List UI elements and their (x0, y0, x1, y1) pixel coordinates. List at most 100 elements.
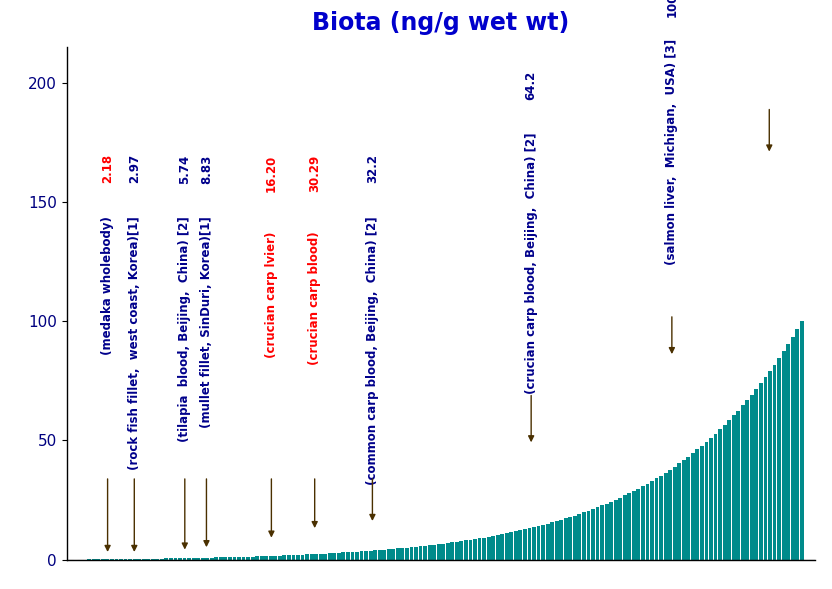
Bar (750, 395, 754, 560)
Bar (483, 538, 486, 560)
Bar (178, 558, 182, 560)
Bar (441, 544, 445, 560)
Bar (636, 489, 641, 560)
Bar (146, 559, 150, 560)
Bar (768, 371, 772, 560)
Bar (727, 420, 731, 560)
Bar (201, 558, 205, 560)
Bar (183, 558, 186, 560)
Bar (496, 535, 499, 560)
Bar (156, 558, 159, 560)
Text: (medaka wholebody): (medaka wholebody) (102, 216, 114, 359)
Bar (759, 383, 763, 560)
Bar (237, 557, 241, 560)
Bar (605, 504, 608, 560)
Text: 2.18: 2.18 (102, 154, 114, 184)
Bar (473, 539, 477, 560)
Bar (391, 549, 395, 560)
Bar (246, 557, 250, 560)
Bar (446, 543, 449, 560)
Bar (151, 559, 155, 560)
Bar (505, 533, 508, 560)
Bar (433, 545, 436, 560)
Text: 16.20: 16.20 (265, 154, 278, 191)
Bar (269, 556, 273, 560)
Bar (305, 554, 309, 560)
Bar (387, 549, 391, 560)
Bar (274, 556, 277, 560)
Bar (215, 558, 218, 560)
Bar (364, 551, 368, 560)
Bar (790, 337, 795, 560)
Text: 5.74: 5.74 (178, 154, 191, 184)
Bar (600, 505, 604, 560)
Bar (718, 429, 722, 560)
Bar (328, 553, 332, 560)
Bar (681, 460, 686, 560)
Bar (646, 484, 649, 560)
Bar (396, 548, 400, 560)
Bar (555, 521, 558, 560)
Bar (514, 531, 518, 560)
Bar (224, 557, 227, 560)
Bar (287, 555, 291, 560)
Bar (260, 556, 264, 560)
Bar (523, 530, 527, 560)
Bar (437, 544, 441, 560)
Bar (455, 542, 458, 560)
Bar (314, 554, 318, 560)
Bar (232, 557, 236, 560)
Text: 32.2: 32.2 (366, 154, 379, 183)
Bar (668, 469, 672, 560)
Bar (627, 493, 631, 560)
Text: (crucian carp lvier): (crucian carp lvier) (265, 232, 278, 362)
Bar (459, 541, 463, 560)
Bar (478, 538, 482, 560)
Bar (278, 555, 282, 560)
Bar (677, 464, 681, 560)
Bar (333, 553, 336, 560)
Bar (241, 557, 245, 560)
Bar (587, 511, 591, 560)
Bar (487, 537, 491, 560)
Bar (541, 525, 545, 560)
Bar (582, 512, 586, 560)
Bar (732, 415, 735, 560)
Bar (319, 554, 323, 560)
Bar (283, 555, 286, 560)
Bar (337, 552, 341, 560)
Bar (559, 520, 563, 560)
Bar (291, 555, 295, 560)
Bar (378, 550, 382, 560)
Bar (341, 552, 345, 560)
Bar (532, 527, 536, 560)
Text: 2.97: 2.97 (128, 154, 141, 184)
Bar (614, 499, 617, 560)
Bar (191, 558, 196, 560)
Bar (346, 552, 350, 560)
Bar (773, 365, 776, 560)
Text: (salmon liver,  Michigan,  USA) [3]: (salmon liver, Michigan, USA) [3] (666, 39, 678, 269)
Bar (219, 557, 223, 560)
Bar (755, 389, 758, 560)
Bar (359, 551, 364, 560)
Bar (777, 358, 781, 560)
Bar (374, 550, 377, 560)
Text: (tilapia  blood, Beijing,  China) [2]: (tilapia blood, Beijing, China) [2] (178, 216, 191, 446)
Bar (423, 545, 427, 560)
Bar (324, 554, 327, 560)
Bar (591, 509, 595, 560)
Bar (509, 532, 513, 560)
Bar (228, 557, 232, 560)
Bar (795, 329, 799, 560)
Bar (265, 556, 268, 560)
Bar (609, 502, 613, 560)
Text: 30.29: 30.29 (308, 154, 321, 191)
Bar (355, 552, 359, 560)
Bar (210, 558, 214, 560)
Bar (418, 546, 423, 560)
Bar (137, 559, 141, 560)
Text: (crucian carp blood, Beijing,  China) [2]: (crucian carp blood, Beijing, China) [2] (525, 133, 537, 398)
Bar (400, 548, 404, 560)
Bar (428, 545, 432, 560)
